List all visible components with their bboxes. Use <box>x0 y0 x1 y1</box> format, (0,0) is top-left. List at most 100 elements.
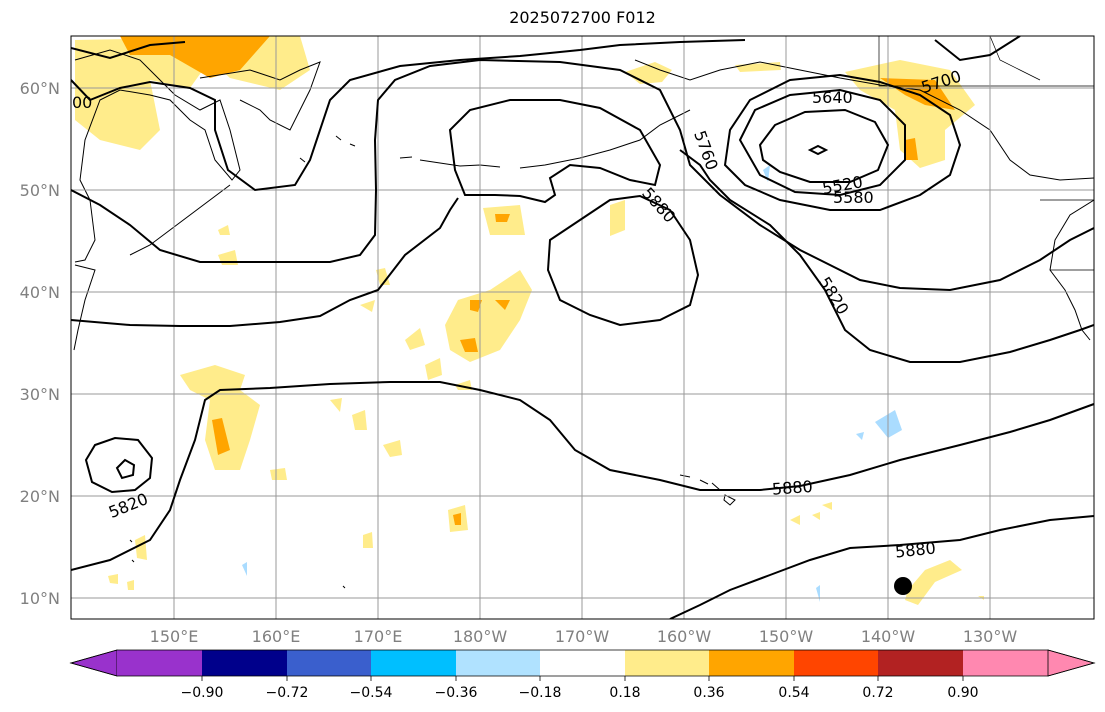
lon-label: 160°E <box>252 627 301 646</box>
shade-area <box>610 200 625 236</box>
lon-label: 170°W <box>555 627 610 646</box>
shaded-areas <box>75 36 984 605</box>
lon-label: 130°W <box>963 627 1018 646</box>
contour-line <box>71 197 459 327</box>
coastline-alaska-pen <box>519 109 691 169</box>
colorbar-cell <box>371 650 456 676</box>
border-russia-internal <box>989 36 1041 81</box>
shade-area <box>270 468 287 480</box>
colorbar-cell <box>456 650 540 676</box>
shade-area <box>330 398 342 412</box>
contour-line <box>758 108 890 183</box>
colorbar-extend-low <box>69 649 118 677</box>
shade-area <box>822 502 832 510</box>
contour-line <box>71 381 1094 571</box>
lon-labels: 150°E 160°E 170°E 180°W 170°W 160°W 150°… <box>150 627 1018 646</box>
coastline-sea-of-okhotsk <box>73 264 96 351</box>
contour-line <box>71 39 746 192</box>
colorbar-tick-label: 0.90 <box>947 685 978 701</box>
contour-line <box>723 73 962 211</box>
lon-label: 170°E <box>354 627 403 646</box>
shade-area <box>108 574 118 584</box>
colorbar-tick-label: −0.72 <box>266 685 309 701</box>
shade-area <box>905 560 962 605</box>
location-marker <box>894 577 912 595</box>
colorbar-tick-label: −0.36 <box>435 685 478 701</box>
lon-label: 180°W <box>453 627 508 646</box>
coastlines <box>73 49 1094 589</box>
shade-area <box>383 440 402 457</box>
colorbar: −0.90 −0.72 −0.54 −0.36 −0.18 0.18 0.36 … <box>69 649 1096 701</box>
contour-line <box>115 458 136 480</box>
map-title: 2025072700 F012 <box>509 8 656 27</box>
colorbar-cell <box>625 650 709 676</box>
shade-area <box>127 580 134 590</box>
shade-area <box>460 338 478 352</box>
contour-line <box>546 194 700 327</box>
contour-line <box>84 436 154 494</box>
shade-area <box>905 138 918 160</box>
contour-line <box>669 515 1094 619</box>
lat-label: 20°N <box>20 487 60 506</box>
coastline-siberia <box>199 61 321 131</box>
shade-area <box>425 358 442 380</box>
shade-area <box>790 515 800 525</box>
colorbar-cell <box>117 650 202 676</box>
coastline-aleutians <box>299 135 501 168</box>
shade-area <box>812 512 820 520</box>
contour-line <box>71 41 186 60</box>
shade-area <box>856 432 864 440</box>
shade-area <box>352 410 367 430</box>
shade-area <box>845 60 975 168</box>
colorbar-tick-label: 0.72 <box>862 685 893 701</box>
shade-area <box>470 300 482 312</box>
lon-label: 150°E <box>150 627 199 646</box>
lat-label: 50°N <box>20 181 60 200</box>
coastline-alaska-west <box>634 59 1094 181</box>
lat-label: 40°N <box>20 283 60 302</box>
coastline-kurils <box>129 184 231 256</box>
colorbar-cell <box>709 650 794 676</box>
borders <box>878 36 1094 271</box>
colorbar-tick-label: −0.90 <box>181 685 224 701</box>
contour-line <box>679 149 1094 363</box>
contour-line <box>934 36 1021 62</box>
shade-area <box>218 225 230 235</box>
contour-label: 00 <box>72 93 92 112</box>
lon-label: 150°W <box>759 627 814 646</box>
lat-labels: 60°N 50°N 40°N 30°N 20°N 10°N <box>20 79 60 608</box>
colorbar-tick-label: 0.54 <box>778 685 809 701</box>
colorbar-cell <box>287 650 371 676</box>
colorbar-tick-label: −0.18 <box>519 685 562 701</box>
lon-label: 140°W <box>861 627 916 646</box>
contour-line <box>807 144 829 156</box>
shade-area <box>363 532 373 548</box>
shade-area <box>360 300 375 312</box>
shade-area <box>180 365 260 470</box>
colorbar-tick-label: 0.36 <box>693 685 724 701</box>
shade-area <box>763 165 770 182</box>
shade-area <box>242 562 247 576</box>
lon-label: 160°W <box>657 627 712 646</box>
contour-line <box>448 99 662 204</box>
lat-label: 60°N <box>20 79 60 98</box>
lat-label: 30°N <box>20 385 60 404</box>
lat-label: 10°N <box>20 589 60 608</box>
colorbar-extend-high <box>1047 649 1096 677</box>
border-alaska-canada <box>878 36 1094 87</box>
shade-area <box>445 270 532 362</box>
colorbar-cell <box>963 650 1048 676</box>
shade-area <box>212 418 230 455</box>
shade-area <box>75 36 310 150</box>
shade-area <box>495 214 510 222</box>
contour-line <box>71 58 1094 292</box>
shade-area <box>376 268 390 285</box>
colorbar-cell <box>794 650 878 676</box>
border-canada-us <box>1040 199 1094 271</box>
colorbar-tick-label: 0.18 <box>609 685 640 701</box>
coastline-islands <box>129 539 346 589</box>
contour-line <box>738 88 906 197</box>
coastline-hawaii <box>679 474 736 506</box>
contour-label: 5880 <box>894 538 936 561</box>
